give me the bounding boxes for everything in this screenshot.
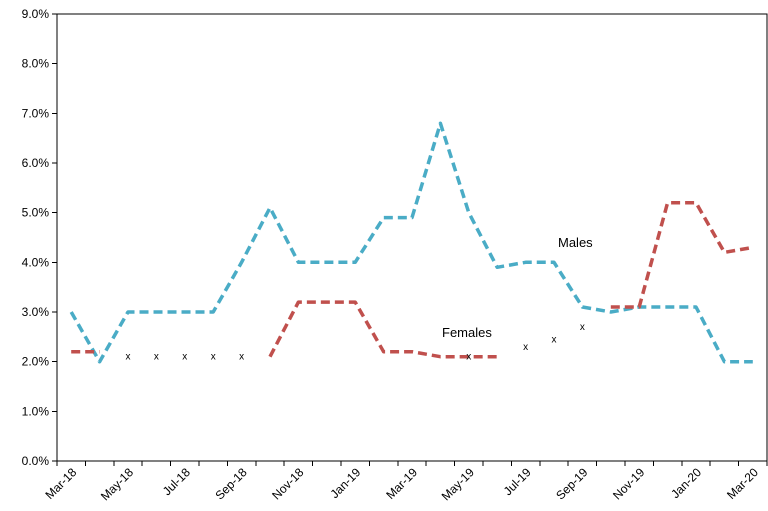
x-tick-label: Jan-20	[668, 465, 704, 501]
x-tick-label: May-18	[98, 465, 136, 503]
suppressed-markers: x x x x x x x x x	[126, 322, 585, 363]
suppressed-marker: x	[523, 342, 528, 353]
x-tick-label: Sep-18	[212, 465, 249, 502]
y-tick-label: 3.0%	[22, 305, 50, 319]
x-tick-label: Mar-19	[383, 465, 420, 502]
x-tick-label: Jul-18	[160, 465, 193, 498]
chart-axes: 0.0% 1.0% 2.0% 3.0% 4.0% 5.0% 6.0% 7.0% 8.0% 9.0%…	[22, 7, 768, 503]
y-tick-label: 9.0%	[22, 7, 50, 21]
plot-area-border	[56, 13, 768, 462]
series-line-segment	[268, 300, 498, 359]
series-line-segment	[610, 200, 754, 309]
suppressed-marker: x	[211, 352, 216, 363]
suppressed-marker: x	[126, 352, 131, 363]
suppressed-marker: x	[239, 352, 244, 363]
x-tick-label: Nov-19	[610, 465, 647, 502]
x-tick-label: Mar-20	[724, 465, 761, 502]
x-tick-label: Nov-18	[269, 465, 306, 502]
y-tick-label: 7.0%	[22, 106, 50, 120]
y-tick-label: 6.0%	[22, 156, 50, 170]
suppressed-marker: x	[466, 352, 471, 363]
x-tick-label: Sep-19	[553, 465, 590, 502]
x-tick-label: May-19	[439, 465, 477, 503]
y-tick-label: 1.0%	[22, 404, 50, 418]
suppressed-marker: x	[552, 334, 557, 345]
chart-series	[69, 121, 754, 364]
x-tick-label: Jan-19	[327, 465, 363, 501]
x-tick-label: Mar-18	[43, 465, 80, 502]
y-tick-label: 0.0%	[22, 454, 50, 468]
series-label-females: Females	[442, 325, 492, 340]
y-tick-label: 5.0%	[22, 206, 50, 220]
suppressed-marker: x	[580, 322, 585, 333]
suppressed-marker: x	[182, 352, 187, 363]
x-tick-label: Jul-19	[501, 465, 534, 498]
y-tick-label: 4.0%	[22, 255, 50, 269]
series-line-segment	[69, 121, 753, 364]
series-females	[71, 200, 754, 359]
y-tick-label: 2.0%	[22, 355, 50, 369]
series-males	[69, 121, 753, 364]
suppressed-marker: x	[154, 352, 159, 363]
series-labels: Males Females	[442, 235, 593, 340]
y-tick-label: 8.0%	[22, 57, 50, 71]
series-label-males: Males	[558, 235, 593, 250]
